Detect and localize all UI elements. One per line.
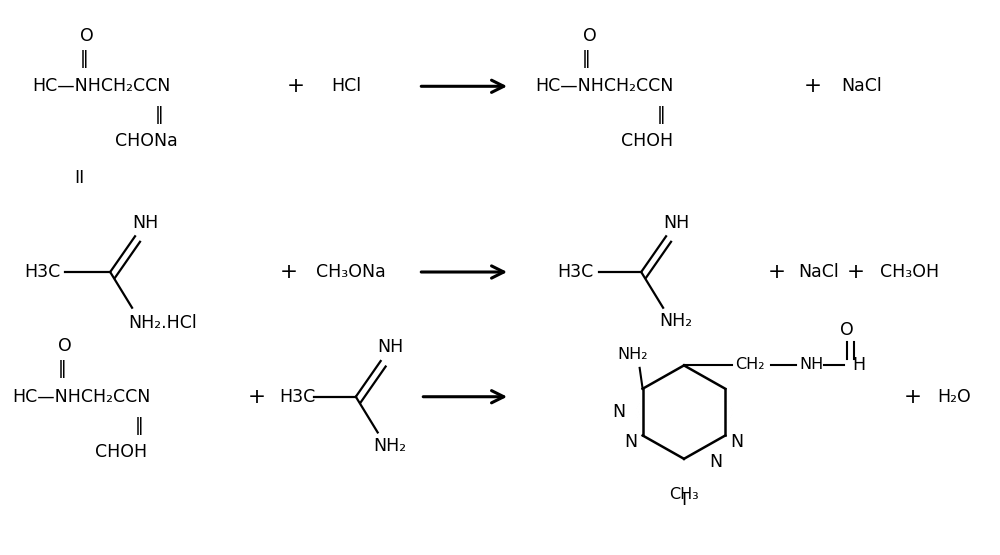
Text: NH₂: NH₂: [659, 312, 692, 330]
Text: H3C: H3C: [25, 263, 61, 281]
Text: NH₂: NH₂: [617, 347, 648, 362]
Text: CH₃: CH₃: [669, 487, 699, 502]
Text: O: O: [583, 27, 596, 45]
Text: N: N: [709, 453, 722, 471]
Text: CHONa: CHONa: [115, 132, 178, 150]
Text: CH₃OH: CH₃OH: [880, 263, 939, 281]
Text: H3C: H3C: [558, 263, 594, 281]
Text: +: +: [280, 262, 298, 282]
Text: +: +: [247, 387, 265, 407]
Text: ‖: ‖: [135, 417, 143, 435]
Text: ‖: ‖: [582, 50, 591, 68]
Text: CHOH: CHOH: [95, 443, 147, 461]
Text: ‖: ‖: [58, 360, 67, 379]
Text: HC—NHCH₂CCN: HC—NHCH₂CCN: [33, 77, 171, 95]
Text: I: I: [681, 491, 687, 509]
Text: NaCl: NaCl: [798, 263, 839, 281]
Text: +: +: [767, 262, 785, 282]
Text: N: N: [731, 433, 744, 451]
Text: H₂O: H₂O: [938, 388, 971, 406]
Text: N: N: [612, 403, 625, 421]
Text: CHOH: CHOH: [621, 132, 673, 150]
Text: NH₂: NH₂: [374, 437, 407, 455]
Text: CH₃ONa: CH₃ONa: [316, 263, 386, 281]
Text: HC—NHCH₂CCN: HC—NHCH₂CCN: [535, 77, 673, 95]
Text: O: O: [80, 27, 94, 45]
Text: NH₂.HCl: NH₂.HCl: [128, 314, 197, 332]
Text: +: +: [287, 76, 305, 97]
Text: ‖: ‖: [80, 50, 89, 68]
Text: II: II: [74, 169, 85, 186]
Text: +: +: [904, 387, 922, 407]
Text: +: +: [847, 262, 865, 282]
Text: NaCl: NaCl: [841, 77, 882, 95]
Text: ‖: ‖: [657, 107, 665, 124]
Text: NH: NH: [378, 339, 404, 356]
Text: NH: NH: [799, 357, 824, 372]
Text: NH: NH: [132, 214, 158, 231]
Text: H: H: [852, 356, 865, 375]
Text: +: +: [804, 76, 822, 97]
Text: NH: NH: [663, 214, 689, 231]
Text: N: N: [624, 433, 637, 451]
Text: ‖: ‖: [155, 107, 163, 124]
Text: CH₂: CH₂: [735, 357, 764, 372]
Text: HC—NHCH₂CCN: HC—NHCH₂CCN: [13, 388, 151, 406]
Text: H3C: H3C: [279, 388, 315, 406]
Text: O: O: [840, 321, 854, 339]
Text: O: O: [58, 337, 71, 355]
Text: HCl: HCl: [331, 77, 361, 95]
